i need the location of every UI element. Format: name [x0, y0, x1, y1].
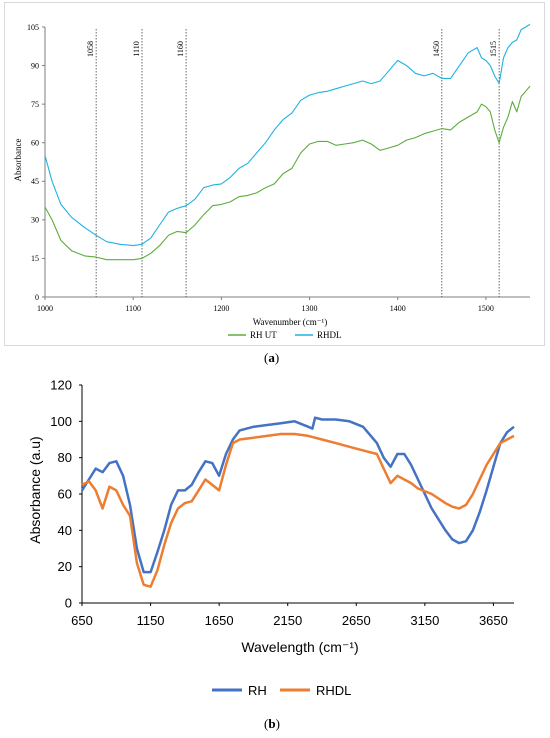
chart-b-x-tick-label: 2650: [342, 613, 371, 628]
chart-a-series-line-rhdl: [44, 23, 531, 247]
chart-a-x-tick-label: 1000: [37, 304, 53, 313]
chart-b-y-tick-label: 80: [58, 450, 72, 465]
chart-a-legend: RH UT RHDL: [228, 330, 342, 340]
chart-b-x-tick-label: 1650: [205, 613, 234, 628]
chart-a-y-tick-label: 90: [31, 61, 39, 70]
chart-a-x-tick-label: 1400: [390, 304, 406, 313]
chart-a-y-tick-label: 75: [31, 100, 39, 109]
chart-a-legend-rh-ut: RH UT: [250, 330, 277, 340]
chart-a-annotation-label-1110: 1110: [132, 41, 141, 56]
chart-b-y-tick-label: 100: [50, 414, 72, 429]
chart-b-x-axis-label: Wavelength (cm⁻¹): [241, 639, 358, 655]
chart-a-legend-rhdl: RHDL: [317, 330, 342, 340]
chart-a-annotation-label-1450: 1450: [432, 41, 441, 57]
chart-a-y-axis-label: Absorbance: [13, 139, 23, 182]
chart-b-x-tick-label: 1150: [137, 613, 165, 628]
chart-a-x-tick-label: 1200: [213, 304, 229, 313]
chart-a-y-tick-label: 105: [27, 23, 39, 32]
chart-a-x-tick-label: 1100: [125, 304, 141, 313]
chart-b-legend-rhdl: RHDL: [316, 683, 351, 698]
chart-b-legend-rh: RH: [248, 683, 267, 698]
chart-b-y-tick-label: 60: [58, 487, 72, 502]
chart-a-y-tick-label: 60: [31, 139, 39, 148]
chart-b-y-tick-label: 0: [65, 596, 72, 611]
chart-b-y-axis-label: Absorbance (a.u): [27, 436, 43, 543]
chart-a-y-tick-label: 0: [35, 293, 39, 302]
chart-b-y-tick-label: 120: [50, 378, 72, 393]
chart-b-legend: RH RHDL: [212, 683, 351, 698]
chart-a-x-tick-label: 1500: [478, 304, 494, 313]
chart-b-series-line-rhdl: [81, 432, 515, 588]
chart-a-y-tick-label: 45: [31, 177, 39, 186]
chart-a-x-axis-label: Wavenumber (cm⁻¹): [253, 317, 327, 327]
chart-b-y-tick-label: 40: [58, 523, 72, 538]
chart-a-annotation-label-1515: 1515: [489, 41, 498, 57]
chart-a-y-tick-label: 30: [31, 216, 39, 225]
chart-b-series-line-rh: [80, 416, 515, 574]
chart-a-annotation-label-1058: 1058: [86, 41, 95, 57]
chart-b-x-tick-label: 3650: [479, 613, 508, 628]
chart-b-x-tick-label: 3150: [410, 613, 439, 628]
chart-b-y-tick-label: 20: [58, 559, 72, 574]
chart-b-x-tick-label: 2150: [273, 613, 302, 628]
chart-a: 1000 1100 1200 1300 1400 1500 0 15 30 45 60 75 90 105…: [13, 23, 531, 340]
chart-a-y-tick-label: 15: [31, 254, 39, 263]
chart-b: 650 1150 1650 2150 2650 3150 3650 0 20 40 60 80 100 1…: [27, 378, 515, 698]
panel-a-caption: (a): [264, 350, 280, 365]
panel-a-frame: [4, 2, 545, 346]
chart-a-annotation-label-1160: 1160: [176, 41, 185, 57]
chart-b-x-tick-label: 650: [71, 613, 93, 628]
panel-b-caption: (b): [264, 716, 280, 731]
chart-a-series-line-rh-ut: [44, 85, 531, 261]
chart-a-x-tick-label: 1300: [302, 304, 318, 313]
